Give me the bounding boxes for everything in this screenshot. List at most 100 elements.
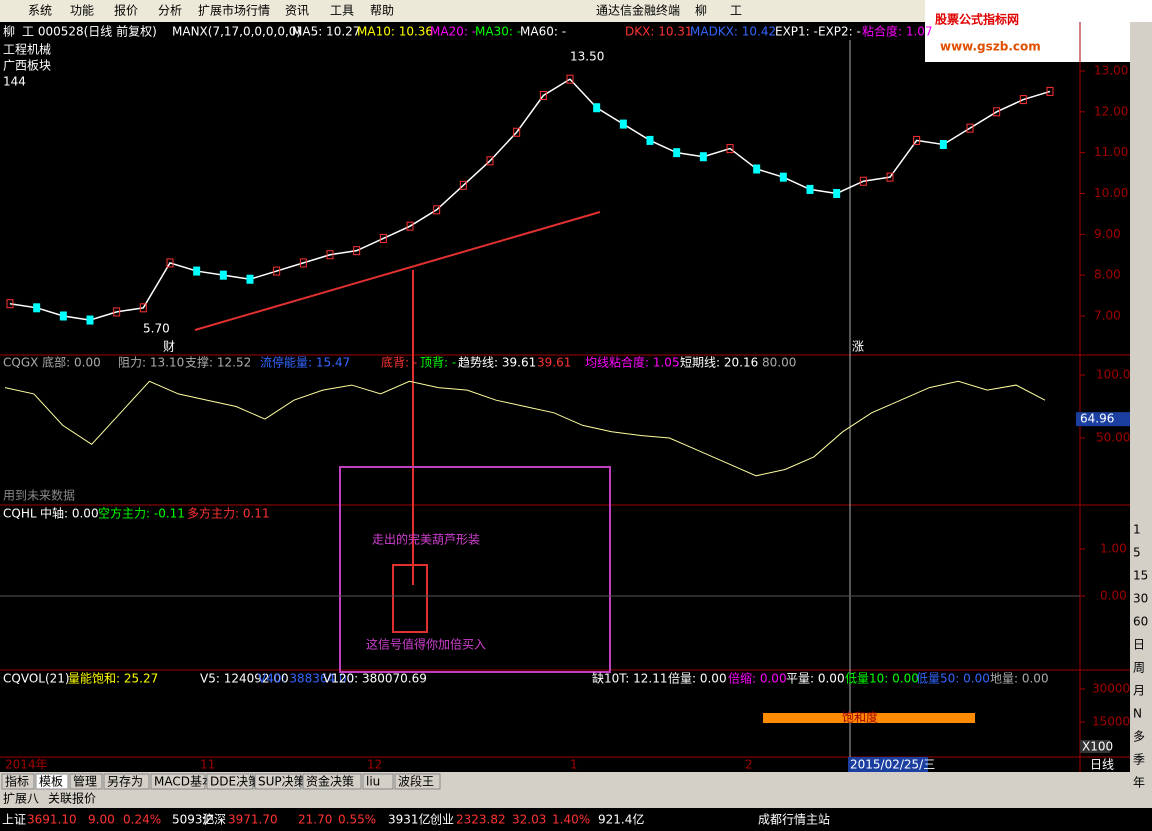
tab[interactable]	[69, 773, 103, 790]
tab[interactable]	[254, 773, 302, 790]
menu-item[interactable]: 扩展市场行情	[198, 3, 270, 18]
menu-item[interactable]: 帮助	[370, 4, 394, 18]
tab[interactable]	[394, 773, 441, 790]
period-button[interactable]: 5	[1133, 546, 1141, 560]
trend-arrow	[194, 211, 601, 331]
indicator-value: 底背: -	[381, 355, 417, 370]
tab[interactable]	[1, 773, 35, 790]
indicator-value: CQVOL(21)	[3, 672, 70, 686]
tab[interactable]	[302, 773, 362, 790]
tab-label[interactable]: DDE决策	[210, 775, 260, 789]
y-tick-label: 50.00	[1096, 431, 1130, 445]
y-tick-label: 100.0	[1096, 368, 1130, 382]
tab-label[interactable]: 波段王	[398, 774, 434, 789]
candle	[993, 107, 1001, 117]
candle	[219, 270, 227, 280]
tab-label[interactable]: 模板	[39, 775, 63, 789]
indicator-value: 均线粘合度: 1.05	[585, 355, 680, 370]
candle	[246, 274, 254, 284]
y-tick-label: 1.00	[1100, 542, 1127, 556]
candle	[726, 144, 734, 154]
status-item: 5093亿	[172, 812, 215, 827]
menu-item[interactable]: 功能	[70, 4, 94, 18]
unit-box	[1080, 740, 1110, 753]
tab-label[interactable]: MACD基本	[154, 775, 214, 789]
period-button[interactable]: 季	[1133, 753, 1145, 767]
indicator-value: 低量10: 0.00	[845, 672, 919, 686]
period-button[interactable]: 月	[1133, 684, 1145, 698]
tab[interactable]	[206, 773, 254, 790]
period-button[interactable]: 60	[1133, 615, 1148, 629]
date-label: 1	[570, 758, 578, 772]
menu-item[interactable]: 分析	[158, 4, 182, 18]
status-item: 2323.82	[456, 813, 506, 827]
indicator-value: CQGX 底部: 0.00	[3, 355, 101, 370]
period-button[interactable]: 15	[1133, 569, 1148, 583]
candle	[699, 152, 707, 162]
indicator-value: MA30: -	[475, 25, 521, 39]
period-button[interactable]: 30	[1133, 592, 1148, 606]
period-button[interactable]: 年	[1133, 776, 1145, 790]
period-button[interactable]: 周	[1133, 661, 1145, 675]
tab-label[interactable]: 另存为	[107, 775, 143, 789]
tab[interactable]	[35, 773, 69, 790]
current-value-box	[1076, 412, 1130, 427]
indicator-value: 流停能量: 15.47	[260, 355, 350, 370]
period-button[interactable]: 多	[1133, 730, 1145, 744]
stock-label: 工程机械	[3, 42, 51, 57]
menu-item[interactable]: 报价	[114, 3, 138, 18]
candle	[33, 303, 41, 313]
candle	[593, 103, 601, 113]
indicator-value: MA5: 10.27	[292, 25, 360, 39]
tab-label[interactable]: 关联报价	[48, 791, 96, 806]
candle	[646, 135, 654, 145]
indicator-value: 中轴: 0.00	[40, 506, 99, 521]
menu-item[interactable]: 系统	[28, 4, 52, 18]
candle	[326, 250, 334, 260]
y-tick-label: 8.00	[1094, 268, 1121, 282]
indicator-value: 粘合度: 1.07	[862, 24, 933, 39]
indicator-value: V5: 124092.00	[200, 672, 289, 686]
tab-label[interactable]: SUP决策	[258, 775, 306, 789]
indicator-value: 倍量: 0.00	[668, 671, 727, 686]
indicator-value: MA10: 10.36	[357, 25, 433, 39]
candle	[859, 176, 867, 186]
indicator-value: 缺10T: 12.11	[592, 671, 668, 686]
tab-label[interactable]: 指标	[5, 774, 29, 789]
tab[interactable]	[150, 773, 206, 790]
tab[interactable]	[103, 773, 150, 790]
date-label: 2	[745, 758, 753, 772]
indicator-value: 空方主力: -0.11	[98, 506, 185, 521]
period-button[interactable]: 1	[1133, 523, 1141, 537]
menu-item[interactable]: 工具	[330, 4, 354, 18]
tab[interactable]	[362, 773, 394, 790]
indicator-value: 地量: 0.00	[990, 672, 1049, 686]
candle	[673, 148, 681, 158]
candle	[1046, 86, 1054, 96]
candle	[433, 205, 441, 215]
candle	[139, 303, 147, 313]
candle	[273, 266, 281, 276]
tab-label[interactable]: 管理	[73, 774, 97, 789]
watermark-url: www.gszb.com	[940, 40, 1041, 54]
indicator-value: 倍缩: 0.00	[728, 671, 787, 686]
status-item: 上证	[2, 813, 26, 827]
tab-label[interactable]: 扩展八	[3, 792, 39, 806]
tab-label[interactable]: liu	[366, 775, 380, 789]
right-toolbar	[1130, 22, 1152, 808]
chart-annotation: 财	[163, 340, 175, 354]
tab-label[interactable]: 资金决策	[306, 774, 354, 789]
candle	[939, 139, 947, 149]
menu-item[interactable]: 资讯	[285, 4, 309, 18]
y-tick-label: 10.00	[1094, 186, 1128, 200]
candle	[753, 164, 761, 174]
period-button[interactable]: N	[1133, 707, 1142, 721]
annotation-text: 这信号值得你加倍买入	[366, 637, 486, 652]
period-button[interactable]: 日	[1133, 638, 1145, 652]
saturation-band	[763, 713, 975, 723]
indicator-value: EXP2: -	[818, 25, 861, 39]
indicator-value: MANX(7,17,0,0,0,0,0)	[172, 25, 301, 39]
candle	[193, 266, 201, 276]
